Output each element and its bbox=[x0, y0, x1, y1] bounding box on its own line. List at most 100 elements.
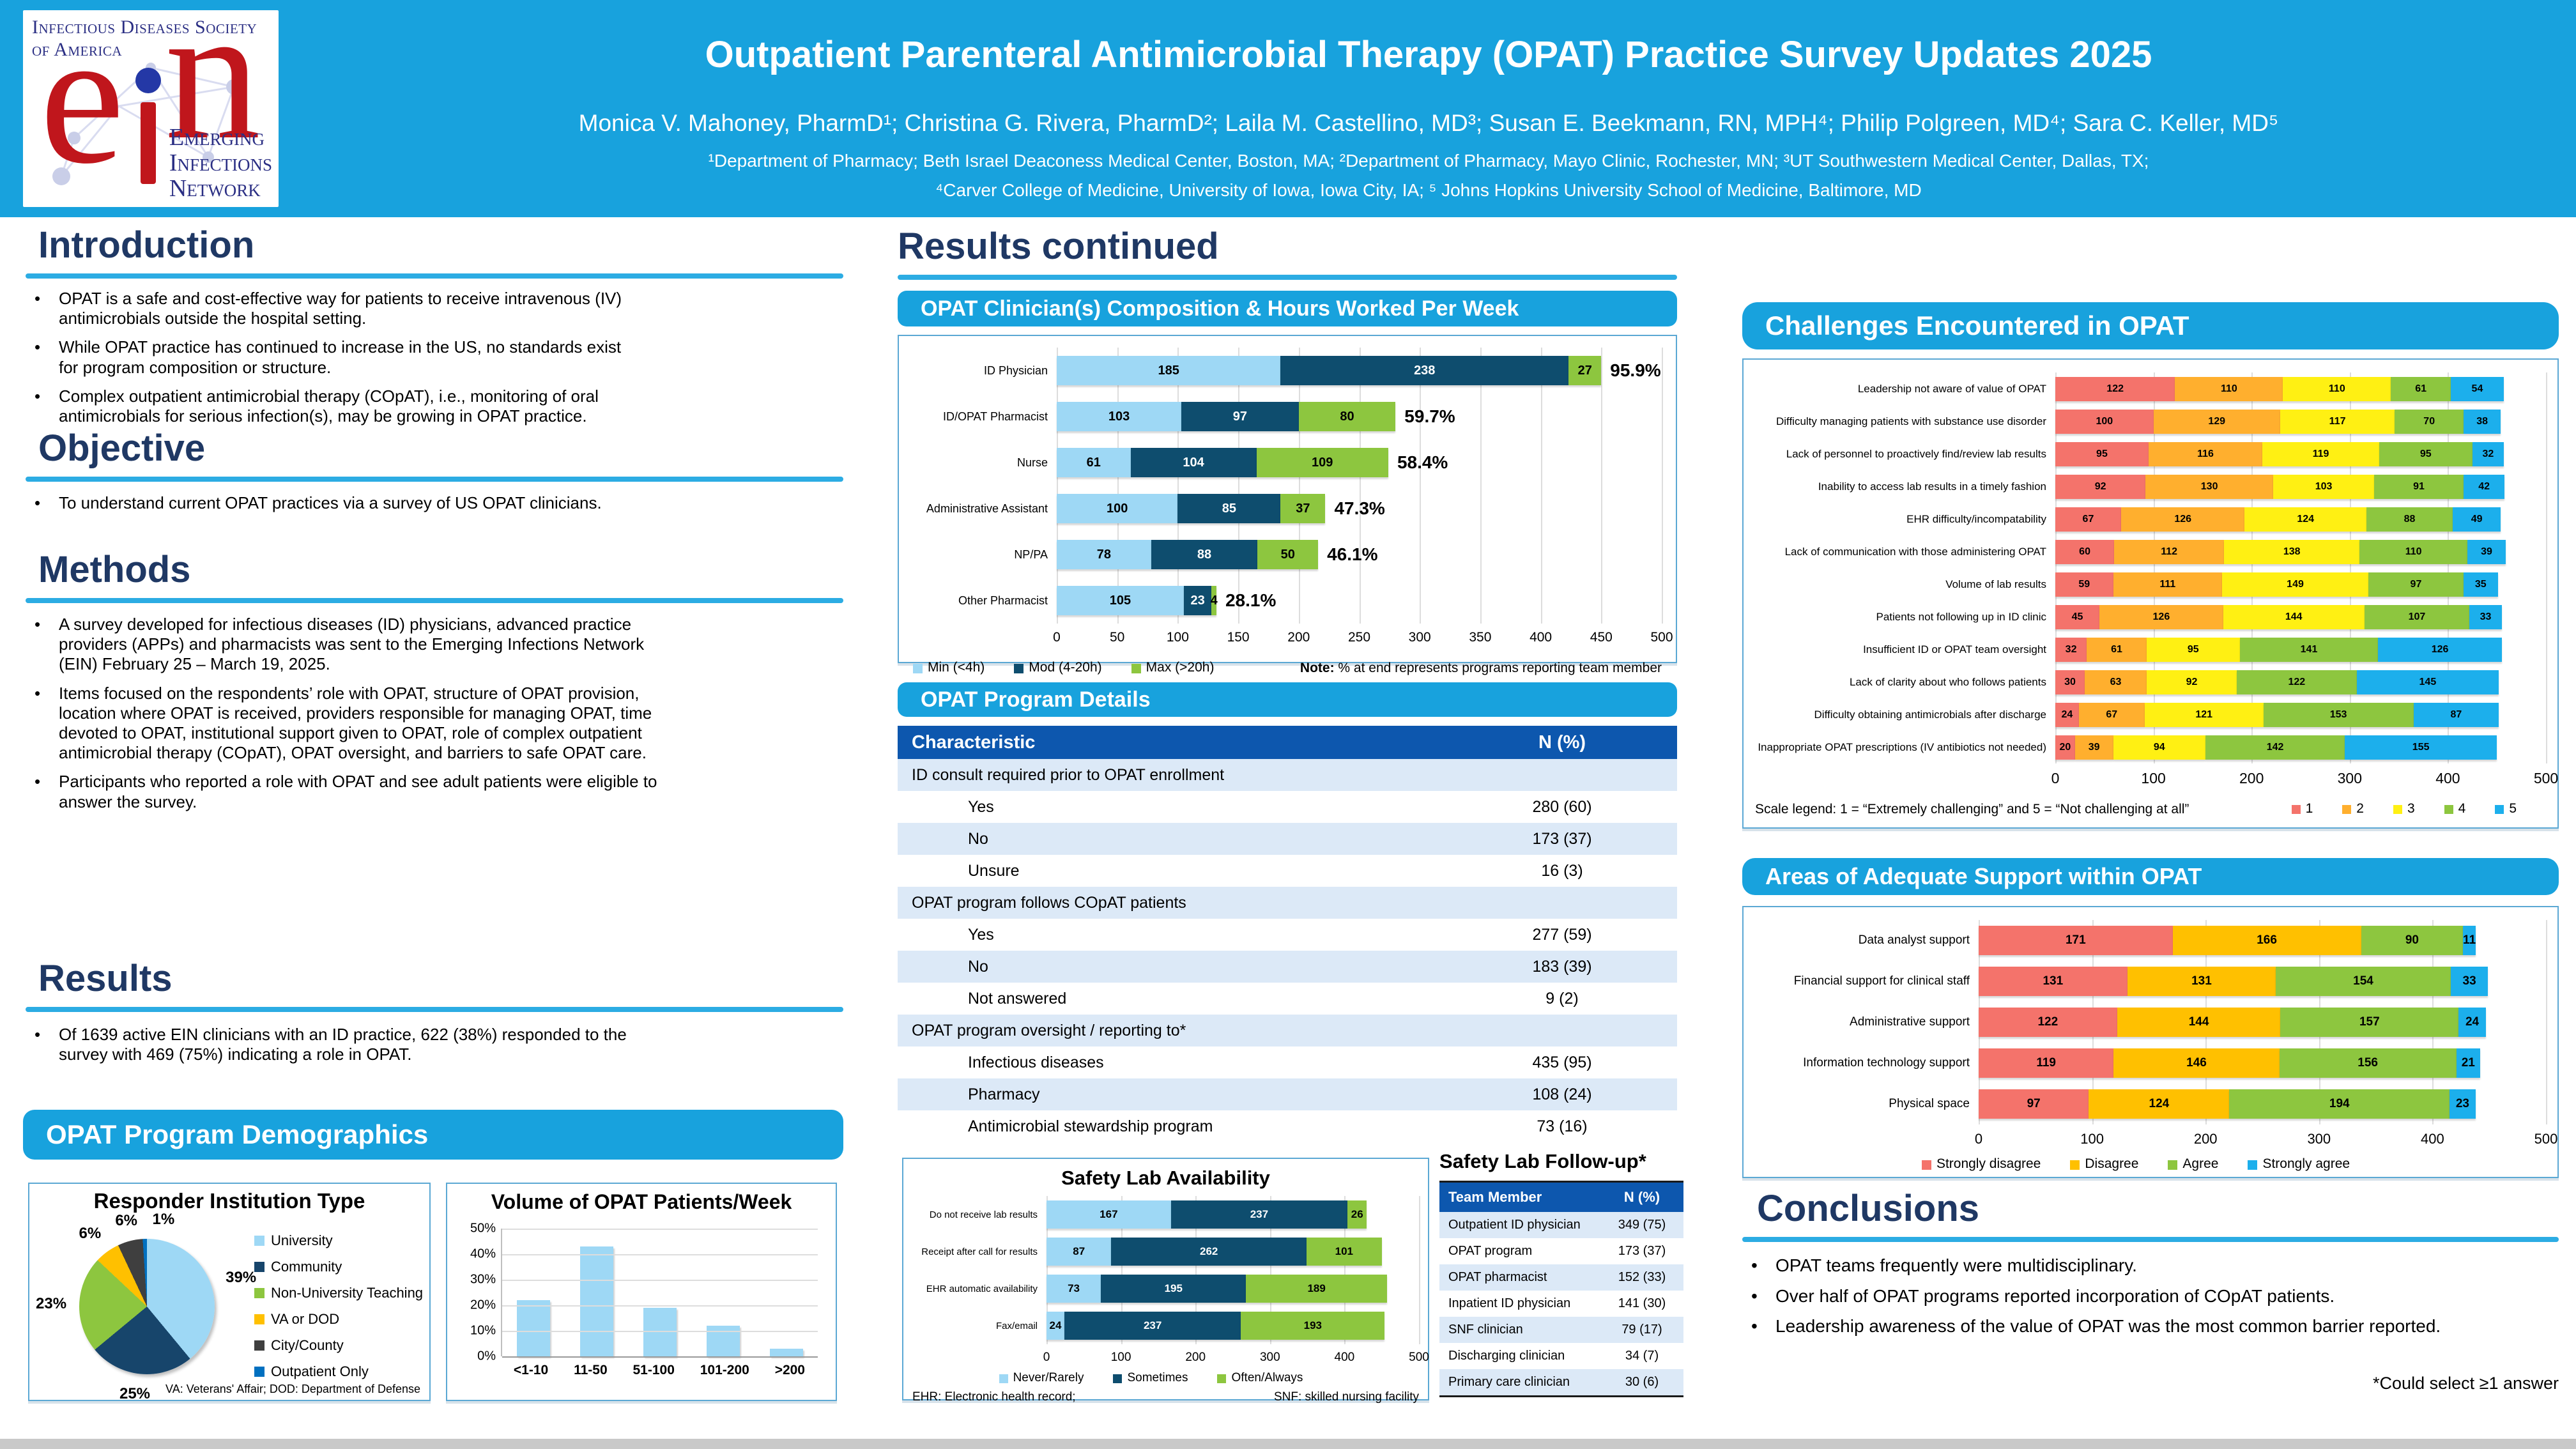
bar-segment: 30 bbox=[2055, 670, 2085, 694]
bar-category-label: EHR automatic availability bbox=[926, 1283, 1038, 1294]
bar-track: 32 61 95 141 126 bbox=[2055, 637, 2546, 662]
bar-segment: 92 bbox=[2146, 670, 2237, 694]
bar-segment: 33 bbox=[2469, 604, 2502, 629]
legend-item: 2 bbox=[2342, 801, 2364, 816]
bar-segment: 154 bbox=[2276, 967, 2451, 996]
bar-track: 67 126 124 88 49 bbox=[2055, 507, 2546, 532]
x-axis-tick-label: 50 bbox=[1110, 630, 1125, 645]
bar-segment: 103 bbox=[1057, 402, 1182, 431]
x-axis-tick-label: 100 bbox=[2080, 1131, 2104, 1147]
bar-segment: 171 bbox=[1979, 926, 2173, 955]
gridline bbox=[1480, 348, 1482, 624]
bar-category-label: Inability to access lab results in a tim… bbox=[1818, 480, 2046, 493]
clinician-note: Note: % at end represents programs repor… bbox=[1300, 661, 1662, 676]
bar-segment: 85 bbox=[1177, 494, 1281, 523]
bar-category-label: Leadership not aware of value of OPAT bbox=[1857, 382, 2046, 395]
row-label: Antimicrobial stewardship program bbox=[968, 1117, 1213, 1135]
x-axis-category-label: <1-10 bbox=[513, 1363, 549, 1377]
gridline bbox=[2055, 372, 2057, 763]
clinician-chart-box: ID Physician 185 238 27 95.9% ID/OPAT Pharmac… bbox=[898, 335, 1677, 675]
bar-segment: 130 bbox=[2145, 474, 2273, 499]
bar-segment: 145 bbox=[2356, 670, 2499, 694]
axis-line bbox=[502, 1356, 818, 1358]
bar-segment: 126 bbox=[2120, 507, 2245, 532]
ein-letter-e: e bbox=[40, 10, 125, 203]
table-group-row: OPAT program follows COpAT patients bbox=[898, 887, 1677, 919]
legend-swatch bbox=[1217, 1374, 1227, 1383]
bar-track: 73 195 189 bbox=[1046, 1275, 1419, 1303]
bar-track: 131 131 154 33 bbox=[1979, 967, 2546, 996]
legend-item: Sometimes bbox=[1113, 1371, 1188, 1385]
bar-row: Data analyst support 171 166 90 11 bbox=[1755, 920, 2546, 961]
bar-segment: 189 bbox=[1246, 1275, 1387, 1303]
band-support: Areas of Adequate Support within OPAT bbox=[1742, 858, 2559, 895]
legend-item: Mod (4-20h) bbox=[1014, 660, 1102, 675]
x-axis-category-label: 11-50 bbox=[574, 1363, 608, 1377]
legend-item: Non-University Teaching bbox=[254, 1285, 423, 1301]
bar-segment: 32 bbox=[2472, 441, 2504, 466]
bar-category-label: Insufficient ID or OPAT team oversight bbox=[1863, 643, 2046, 656]
band-opat-program-demographics: OPAT Program Demographics bbox=[23, 1110, 843, 1160]
bar-segment: 101 bbox=[1306, 1238, 1382, 1266]
bullet-item: OPAT is a safe and cost-effective way fo… bbox=[26, 289, 639, 328]
bar-segment: 24 bbox=[1046, 1312, 1064, 1340]
bar-segment: 61 bbox=[2087, 637, 2147, 662]
x-axis-tick-label: 400 bbox=[2421, 1131, 2444, 1147]
bar-row: Receipt after call for results 87 262 101 bbox=[912, 1233, 1419, 1270]
bar-segment: 54 bbox=[2450, 376, 2504, 401]
bar-segment: 237 bbox=[1064, 1312, 1241, 1340]
legend-item: University bbox=[254, 1232, 423, 1249]
bar-segment: 4 bbox=[1211, 586, 1218, 615]
bar-segment: 61 bbox=[2391, 376, 2451, 401]
legend-label: Non-University Teaching bbox=[271, 1285, 424, 1301]
x-axis-category-label: >200 bbox=[774, 1363, 805, 1377]
bar-category-label: Administrative Assistant bbox=[926, 502, 1048, 515]
row-label: OPAT program bbox=[1448, 1244, 1533, 1258]
bar-category-label: Lack of personnel to proactively find/re… bbox=[1786, 447, 2046, 460]
legend-swatch bbox=[254, 1314, 264, 1324]
bar-segment: 88 bbox=[1151, 540, 1258, 569]
legend-label: VA or DOD bbox=[271, 1311, 340, 1327]
bar-row: Do not receive lab results 167 237 26 bbox=[912, 1196, 1419, 1233]
bar-category-label: Information technology support bbox=[1803, 1056, 1970, 1070]
bar-segment: 124 bbox=[2244, 507, 2366, 532]
x-axis-tick-label: 0 bbox=[1043, 1351, 1050, 1364]
section-rule bbox=[1742, 1237, 2559, 1242]
legend-label: 1 bbox=[2305, 801, 2313, 816]
legend-item: Max (>20h) bbox=[1131, 660, 1214, 675]
column-header-team-member: Team Member bbox=[1448, 1189, 1542, 1205]
row-label: SNF clinician bbox=[1448, 1322, 1523, 1337]
bar-end-percent: 47.3% bbox=[1334, 498, 1385, 518]
x-axis-category-label: 101-200 bbox=[700, 1363, 749, 1377]
bar-category-label: Administrative support bbox=[1850, 1015, 1970, 1029]
legend-label: Strongly agree bbox=[2262, 1156, 2350, 1171]
bar-track: 95 116 119 95 32 bbox=[2055, 441, 2546, 466]
bar-segment: 117 bbox=[2280, 409, 2395, 434]
gridline bbox=[502, 1280, 818, 1281]
row-label: Outpatient ID physician bbox=[1448, 1218, 1581, 1232]
legend-item: VA or DOD bbox=[254, 1311, 423, 1328]
conclusions-footnote: *Could select ≥1 answer bbox=[2373, 1374, 2559, 1393]
bar-category-label: Data analyst support bbox=[1858, 933, 1970, 947]
bar-category-label: Nurse bbox=[1016, 456, 1048, 469]
pie-slice-label: 6% bbox=[79, 1225, 102, 1243]
row-value: 34 (7) bbox=[1625, 1349, 1659, 1363]
band-clinician-composition: OPAT Clinician(s) Composition & Hours Wo… bbox=[898, 291, 1677, 326]
bar-segment: 23 bbox=[1183, 586, 1212, 615]
bullet-item: Items focused on the respondents’ role w… bbox=[26, 684, 658, 763]
legend-swatch bbox=[1113, 1374, 1123, 1383]
column-header-n-pct: N (%) bbox=[1623, 1189, 1660, 1205]
row-value: 73 (16) bbox=[1537, 1117, 1588, 1135]
pie-slice-label: 6% bbox=[115, 1212, 137, 1230]
gridline bbox=[2349, 372, 2351, 763]
introduction-bullets: OPAT is a safe and cost-effective way fo… bbox=[26, 289, 639, 435]
bar-segment: 105 bbox=[1057, 586, 1184, 615]
bar-track: 60 112 138 110 39 bbox=[2055, 539, 2546, 564]
bar-category-label: EHR difficulty/incompatability bbox=[1906, 512, 2046, 525]
bar-category-label: Do not receive lab results bbox=[929, 1209, 1038, 1220]
bar-category-label: Financial support for clinical staff bbox=[1793, 974, 1970, 988]
bar-category-label: ID Physician bbox=[983, 364, 1048, 377]
legend-swatch bbox=[2444, 805, 2453, 814]
bar-segment: 103 bbox=[2273, 474, 2375, 499]
